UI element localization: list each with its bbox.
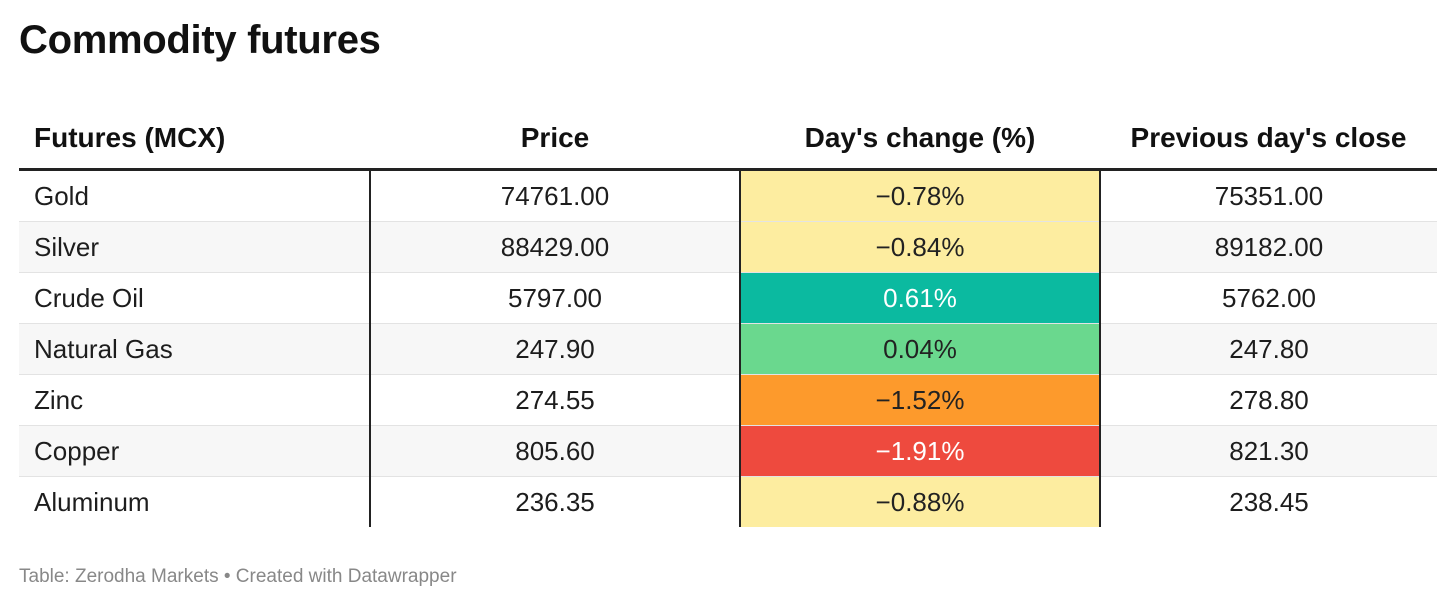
column-header-change: Day's change (%) (740, 108, 1100, 171)
change-cell: 0.04% (739, 323, 1100, 375)
prev-close-cell: 89182.00 (1099, 221, 1437, 273)
change-cell: −1.52% (739, 374, 1100, 426)
commodity-table: Futures (MCX) Price Day's change (%) Pre… (19, 108, 1437, 527)
column-header-prev-close: Previous day's close (1100, 108, 1437, 171)
change-cell: 0.61% (739, 272, 1100, 324)
commodity-name-cell: Zinc (19, 374, 370, 426)
table-row: Copper 805.60 −1.91% 821.30 (19, 425, 1437, 477)
prev-close-cell: 5762.00 (1099, 272, 1437, 324)
commodity-name-cell: Natural Gas (19, 323, 370, 375)
price-cell: 5797.00 (369, 272, 740, 324)
price-cell: 88429.00 (369, 221, 740, 273)
table-row: Gold 74761.00 −0.78% 75351.00 (19, 169, 1437, 222)
change-cell: −0.78% (739, 169, 1100, 222)
change-cell: −0.88% (739, 476, 1100, 527)
prev-close-cell: 247.80 (1099, 323, 1437, 375)
prev-close-cell: 278.80 (1099, 374, 1437, 426)
prev-close-cell: 821.30 (1099, 425, 1437, 477)
commodity-name-cell: Copper (19, 425, 370, 477)
table-row: Natural Gas 247.90 0.04% 247.80 (19, 323, 1437, 375)
column-header-futures: Futures (MCX) (19, 108, 370, 171)
table-body: Gold 74761.00 −0.78% 75351.00 Silver 88429.00… (19, 169, 1437, 527)
table-row: Aluminum 236.35 −0.88% 238.45 (19, 476, 1437, 527)
price-cell: 805.60 (369, 425, 740, 477)
page-title: Commodity futures (19, 18, 381, 62)
price-cell: 236.35 (369, 476, 740, 527)
price-cell: 247.90 (369, 323, 740, 375)
source-footer: Table: Zerodha Markets • Created with Da… (19, 566, 457, 587)
prev-close-cell: 75351.00 (1099, 169, 1437, 222)
change-cell: −0.84% (739, 221, 1100, 273)
price-cell: 274.55 (369, 374, 740, 426)
price-cell: 74761.00 (369, 169, 740, 222)
prev-close-cell: 238.45 (1099, 476, 1437, 527)
commodity-name-cell: Silver (19, 221, 370, 273)
commodity-name-cell: Crude Oil (19, 272, 370, 324)
commodity-table-container: Futures (MCX) Price Day's change (%) Pre… (19, 108, 1437, 527)
column-header-price: Price (370, 108, 740, 171)
change-cell: −1.91% (739, 425, 1100, 477)
table-row: Zinc 274.55 −1.52% 278.80 (19, 374, 1437, 426)
commodity-name-cell: Aluminum (34, 486, 150, 517)
table-row: Crude Oil 5797.00 0.61% 5762.00 (19, 272, 1437, 324)
table-header-row: Futures (MCX) Price Day's change (%) Pre… (19, 108, 1437, 171)
table-row: Silver 88429.00 −0.84% 89182.00 (19, 221, 1437, 273)
commodity-name-cell: Gold (19, 169, 370, 222)
